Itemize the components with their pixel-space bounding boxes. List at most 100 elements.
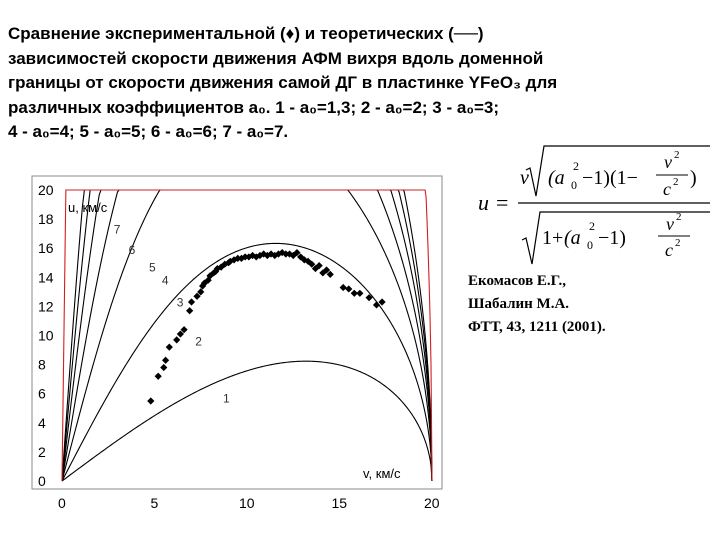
data-point bbox=[308, 260, 316, 268]
formula-frac-den: c bbox=[663, 179, 671, 199]
formula-top-v: v bbox=[520, 167, 529, 189]
y-tick-label: 20 bbox=[38, 182, 54, 198]
x-tick-label: 5 bbox=[151, 495, 159, 511]
reference: Екомасов Е.Г., Шабалин М.А. ФТТ, 43, 121… bbox=[468, 270, 606, 339]
figure-caption: Сравнение экспериментальной (♦) и теорет… bbox=[8, 22, 648, 145]
curves bbox=[61, 189, 433, 482]
formula-bot-a: (a bbox=[564, 227, 581, 249]
formula-bot-v-sq: 2 bbox=[676, 211, 682, 223]
data-point bbox=[180, 326, 188, 334]
caption-line: зависимостей скорости движения АФМ вихря… bbox=[8, 48, 544, 68]
y-tick-label: 14 bbox=[38, 269, 54, 285]
experimental-points bbox=[147, 248, 386, 405]
formula-eq: = bbox=[496, 190, 508, 215]
data-point bbox=[311, 264, 320, 273]
data-point bbox=[345, 285, 353, 293]
formula-bot-one: 1+ bbox=[542, 227, 563, 249]
curve-2 bbox=[61, 242, 433, 482]
curve-label-6: 6 bbox=[129, 243, 136, 257]
caption-line: границы от скорости движения самой ДГ в … bbox=[8, 73, 558, 92]
data-point bbox=[315, 262, 323, 270]
data-point bbox=[200, 279, 209, 287]
data-point bbox=[187, 298, 196, 306]
formula-close: ) bbox=[690, 167, 697, 189]
reference-author: Шабалин М.А. bbox=[468, 296, 570, 312]
data-point bbox=[319, 269, 327, 277]
data-point bbox=[165, 343, 173, 351]
y-tick-label: 18 bbox=[38, 211, 54, 227]
formula-bot-minus1: −1) bbox=[598, 227, 626, 249]
caption-line: различных коэффициентов a₀. 1 - a₀=1,3; … bbox=[8, 97, 500, 117]
y-tick-label: 6 bbox=[38, 386, 46, 402]
formula-lhs: u bbox=[478, 190, 489, 215]
caption-line: Сравнение экспериментальной (♦) и теорет… bbox=[8, 24, 484, 43]
formula: u = v (a 0 2 −1)(1− v 2 c 2 ) 1+ (a 0 2 … bbox=[478, 145, 710, 265]
data-point bbox=[248, 251, 257, 260]
formula-frac-num: v bbox=[664, 152, 672, 172]
curve-label-1: 1 bbox=[223, 391, 230, 405]
formula-bottom-sqrt bbox=[521, 211, 710, 265]
data-point bbox=[278, 248, 286, 257]
formula-bot-c: c bbox=[665, 240, 673, 260]
data-point bbox=[293, 248, 301, 257]
y-tick-label: 10 bbox=[38, 328, 54, 344]
curve-limit bbox=[61, 189, 433, 482]
data-point bbox=[186, 307, 194, 315]
x-tick-label: 15 bbox=[332, 495, 348, 511]
curve-label-3: 3 bbox=[177, 295, 184, 309]
data-point bbox=[297, 253, 305, 261]
formula-bot-sq: 2 bbox=[589, 219, 595, 233]
data-point bbox=[147, 397, 155, 405]
formula-top-rest: (a bbox=[548, 167, 565, 189]
y-tick-label: 16 bbox=[38, 240, 54, 256]
data-point bbox=[267, 250, 275, 258]
y-tick-label: 0 bbox=[38, 473, 46, 489]
plot-frame bbox=[31, 175, 443, 490]
data-point bbox=[372, 301, 381, 309]
data-point bbox=[206, 272, 214, 280]
curve-1 bbox=[61, 360, 433, 482]
curve-label-7: 7 bbox=[114, 223, 121, 237]
data-point bbox=[326, 270, 334, 278]
x-tick-label: 10 bbox=[239, 495, 255, 511]
x-tick-label: 0 bbox=[58, 495, 66, 511]
data-point bbox=[365, 294, 373, 302]
data-point bbox=[300, 256, 308, 264]
formula-top-minus1: −1)(1− bbox=[582, 167, 638, 189]
data-point bbox=[160, 363, 168, 372]
x-tick-label: 20 bbox=[424, 495, 440, 511]
y-axis-label: u, км/с bbox=[68, 200, 108, 215]
data-point bbox=[356, 289, 364, 297]
data-point bbox=[234, 254, 242, 262]
reference-author: Екомасов Е.Г., bbox=[468, 273, 567, 289]
data-point bbox=[339, 283, 347, 292]
curve-label-4: 4 bbox=[162, 274, 169, 288]
formula-top-sqrt bbox=[525, 145, 710, 197]
data-point bbox=[350, 289, 358, 297]
curve-label-2: 2 bbox=[195, 335, 202, 349]
formula-frac-num-sq: 2 bbox=[674, 149, 680, 161]
data-point bbox=[154, 372, 162, 380]
x-axis-label: v, км/с bbox=[363, 466, 401, 481]
plot-border bbox=[31, 175, 443, 490]
data-point bbox=[162, 356, 170, 364]
formula-bot-sub: 0 bbox=[587, 238, 593, 252]
y-tick-label: 8 bbox=[38, 357, 46, 373]
curve-label-5: 5 bbox=[149, 260, 156, 274]
caption-line: 4 - a₀=4; 5 - a₀=5; 6 - a₀=6; 7 - a₀=7. bbox=[8, 122, 289, 141]
data-point bbox=[173, 336, 181, 344]
data-point bbox=[263, 251, 271, 260]
formula-top-sq: 2 bbox=[573, 159, 579, 173]
data-point bbox=[260, 250, 268, 258]
formula-bot-c-sq: 2 bbox=[675, 237, 681, 249]
y-tick-label: 2 bbox=[38, 444, 46, 460]
data-point bbox=[282, 250, 290, 258]
formula-top-sub2: 0 bbox=[571, 178, 577, 192]
formula-bot-v: v bbox=[666, 214, 674, 234]
reference-journal: ФТТ, 43, 1211 (2001). bbox=[468, 319, 606, 335]
y-tick-label: 12 bbox=[38, 298, 54, 314]
y-tick-label: 4 bbox=[38, 415, 46, 431]
